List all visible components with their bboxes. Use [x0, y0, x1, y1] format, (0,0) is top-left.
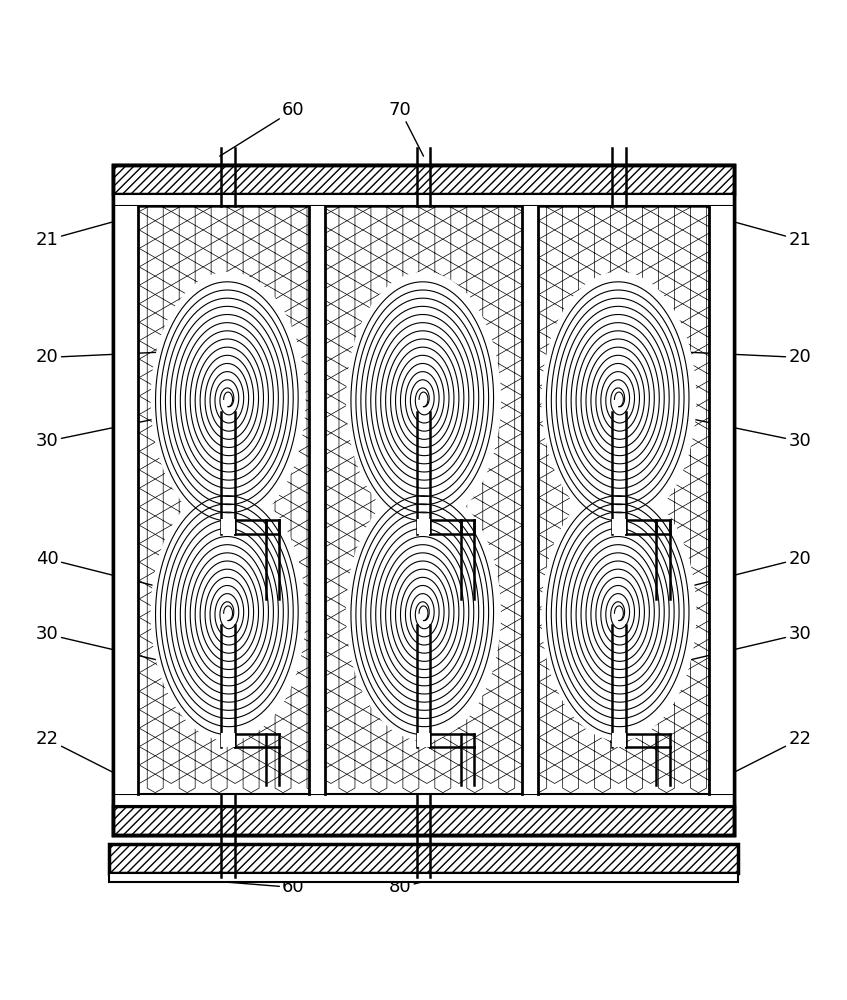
Bar: [308, 206, 325, 794]
Text: 21: 21: [709, 215, 811, 249]
Bar: [709, 206, 734, 794]
Bar: [522, 206, 539, 794]
Bar: [113, 794, 734, 806]
Bar: [109, 844, 738, 873]
Text: 20: 20: [656, 348, 811, 366]
Text: 20: 20: [36, 348, 191, 366]
Text: 30: 30: [36, 625, 165, 662]
Bar: [612, 733, 626, 747]
Bar: [113, 206, 734, 794]
Bar: [417, 733, 430, 747]
Bar: [113, 165, 734, 835]
Ellipse shape: [541, 272, 696, 527]
Text: 22: 22: [36, 730, 138, 785]
Text: 40: 40: [36, 550, 191, 595]
Bar: [612, 519, 626, 534]
Bar: [113, 194, 734, 206]
Bar: [113, 806, 734, 835]
Text: 70: 70: [389, 101, 424, 156]
Bar: [113, 165, 734, 835]
Text: 80: 80: [389, 878, 424, 896]
Bar: [417, 519, 430, 534]
Bar: [109, 873, 738, 882]
Text: 60: 60: [219, 878, 305, 896]
Text: 30: 30: [682, 625, 811, 662]
Ellipse shape: [151, 486, 306, 741]
Bar: [113, 206, 138, 794]
Bar: [113, 165, 734, 194]
Ellipse shape: [346, 272, 501, 527]
Bar: [221, 519, 235, 534]
Ellipse shape: [151, 272, 306, 527]
Text: 21: 21: [36, 215, 138, 249]
Ellipse shape: [346, 486, 501, 741]
Text: 30: 30: [36, 418, 162, 450]
Text: 22: 22: [709, 730, 811, 785]
Ellipse shape: [541, 486, 696, 741]
Bar: [221, 733, 235, 747]
Text: 30: 30: [685, 418, 811, 450]
Text: 20: 20: [656, 550, 811, 595]
Text: 60: 60: [219, 101, 305, 156]
